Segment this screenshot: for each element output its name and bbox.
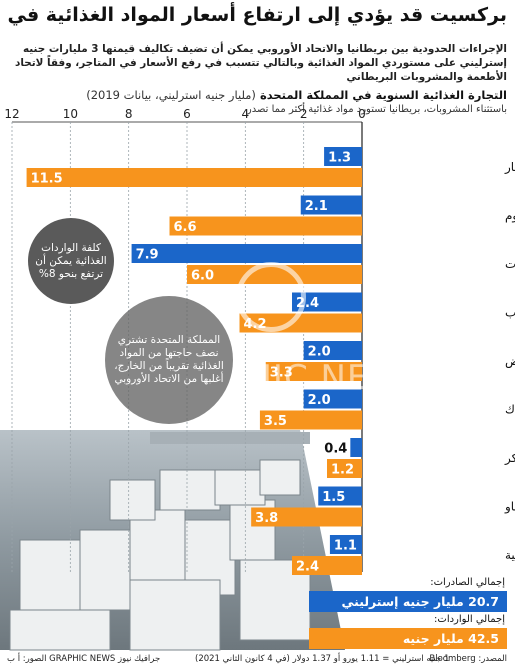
bar-exports <box>324 147 362 166</box>
category-label: مشروبات <box>505 257 515 272</box>
bar-imports <box>169 216 362 236</box>
footer-source: المصدر: Bloomberg <box>429 654 507 664</box>
truck-10 <box>259 459 301 496</box>
exports-total-label: إجمالي الصادرات: <box>430 577 505 588</box>
truck-9 <box>214 469 266 506</box>
truck-8 <box>159 469 221 511</box>
chart-unit: (مليار جنيه استرليني، بيانات 2019) <box>86 88 256 102</box>
truck-6 <box>129 579 221 651</box>
bar-value-label: 7.9 <box>136 248 159 263</box>
x-tick-label: 4 <box>242 107 250 121</box>
bar-value-label: 2.0 <box>308 393 331 408</box>
footer-note: 1 جنيه استرليني = 1.11 يورو أو 1.37 دولا… <box>195 654 450 664</box>
bar-exports <box>131 244 362 263</box>
chart-heading-text: التجارة الغذائية السنوية في المملكة المت… <box>259 88 507 102</box>
footer-credit: الصور: أ ب GRAPHIC NEWS جرافيك نيوز <box>7 654 161 664</box>
x-tick-label: 0 <box>358 107 366 121</box>
bar-value-label: 0.4 <box>324 442 347 457</box>
truck-11 <box>109 479 156 521</box>
bar-exports <box>303 389 362 409</box>
bar-value-label: 2.4 <box>296 560 319 575</box>
bar-value-label: 6.0 <box>191 269 214 284</box>
bar-value-label: 2.1 <box>305 199 328 214</box>
bar-exports <box>300 195 362 215</box>
chart-heading: التجارة الغذائية السنوية في المملكة المت… <box>7 88 507 102</box>
imports-total-value: 42.5 مليار جنيه <box>309 628 507 649</box>
truck-2 <box>129 509 186 581</box>
bar-value-label: 11.5 <box>31 172 63 187</box>
truck-5 <box>9 609 111 651</box>
bar-value-label: 1.2 <box>331 463 354 478</box>
annotation-bubble-imports: المملكة المتحدة تشتري نصف حاجتها من المو… <box>105 296 233 424</box>
bar-value-label: 1.5 <box>322 490 345 505</box>
bar-value-label: 3.8 <box>255 511 278 526</box>
category-label: حبوب <box>505 306 515 321</box>
bar-exports <box>303 341 362 360</box>
bar-value-label: 2.0 <box>308 345 331 360</box>
bar-exports <box>350 438 362 457</box>
category-label: قهوة / شاي / كاكاو <box>504 500 515 515</box>
x-tick-label: 2 <box>300 107 308 121</box>
truck-photo <box>0 430 345 651</box>
page-title: بركسيت قد يؤدي إلى ارتفاع أسعار المواد ا… <box>0 4 507 26</box>
exports-total-value: 20.7 مليار جنيه إسترليني <box>309 591 507 612</box>
graphic-news-logo <box>236 262 306 332</box>
category-label: لحوم <box>505 209 515 224</box>
bar-exports <box>292 292 362 312</box>
x-tick-label: 6 <box>183 107 191 121</box>
bar-value-label: 6.6 <box>174 220 197 235</box>
chart-note: باستثناء المشروبات، بريطانيا تستورد مواد… <box>246 104 507 115</box>
category-label: أعلاف حيوانية <box>505 547 515 563</box>
category-label: أسماك <box>505 402 515 417</box>
x-tick-label: 8 <box>125 107 133 121</box>
bar-imports <box>259 410 362 430</box>
x-axis-ticks: 0 2 4 6 8 10 12 <box>4 107 365 121</box>
category-label: سكر <box>504 451 515 466</box>
page-subtitle: الإجراءات الحدودية بين بريطانيا والاتحاد… <box>15 43 507 83</box>
imports-total-label: إجمالي الواردات: <box>434 614 505 625</box>
bar-imports <box>292 556 362 575</box>
x-tick-label: 12 <box>4 107 19 121</box>
category-labels: فاكهة وخضار لحوم مشروبات حبوب منتجات الألبان… <box>504 160 515 563</box>
bar-imports <box>265 362 362 381</box>
bar-value-label: 3.3 <box>270 366 293 381</box>
bar-value-label: 1.1 <box>334 539 357 554</box>
bar-imports <box>26 168 362 187</box>
bar-imports <box>251 507 362 527</box>
bar-imports <box>327 459 362 478</box>
bar-exports <box>329 535 362 554</box>
bar-value-label: 3.5 <box>264 414 287 429</box>
category-label: فاكهة وخضار <box>504 160 515 175</box>
category-label: منتجات الألبان والبيض <box>505 353 515 369</box>
annotation-bubble-cost: كلفة الواردات الغذائية يمكن أن ترتفع بنح… <box>28 218 114 304</box>
chart-bars: 1.311.52.16.67.96.02.44.22.03.32.03.50.4… <box>26 147 362 575</box>
bar-exports <box>318 486 362 506</box>
x-tick-label: 10 <box>63 107 78 121</box>
bar-value-label: 1.3 <box>328 151 351 166</box>
